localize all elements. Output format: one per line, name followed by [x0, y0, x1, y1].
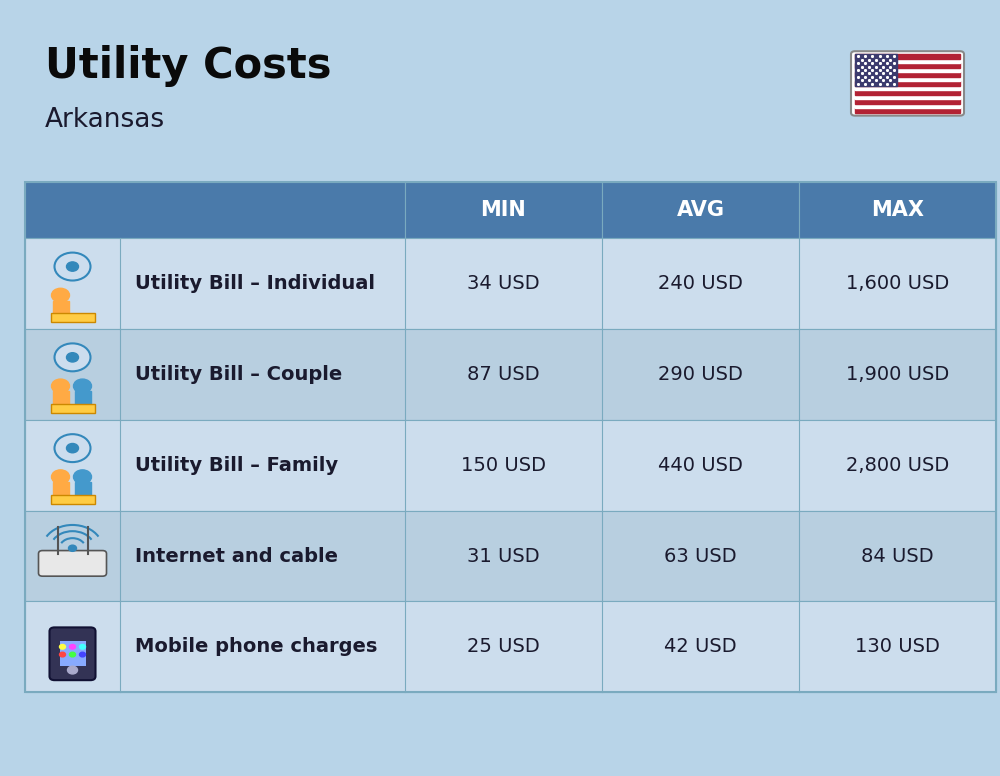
Text: 34 USD: 34 USD [467, 274, 540, 293]
Bar [53, 300, 68, 315]
Bar [855, 77, 960, 81]
Bar [855, 81, 960, 85]
Circle shape [52, 469, 70, 484]
Bar [855, 90, 960, 95]
FancyBboxPatch shape [50, 627, 96, 680]
Bar [25, 420, 996, 511]
Circle shape [74, 379, 92, 393]
Text: 1,900 USD: 1,900 USD [846, 365, 949, 384]
Circle shape [55, 343, 91, 372]
Text: 63 USD: 63 USD [664, 546, 737, 566]
Circle shape [52, 379, 70, 393]
Bar [855, 64, 960, 68]
Circle shape [67, 262, 79, 272]
Bar [53, 391, 68, 405]
Bar [855, 95, 960, 99]
Bar [602, 182, 799, 238]
Text: 1,600 USD: 1,600 USD [846, 274, 949, 293]
Text: MIN: MIN [481, 200, 526, 220]
Text: 130 USD: 130 USD [855, 637, 940, 656]
Text: 290 USD: 290 USD [658, 365, 743, 384]
Circle shape [68, 545, 77, 551]
Bar [25, 601, 996, 692]
Text: 25 USD: 25 USD [467, 637, 540, 656]
Text: 87 USD: 87 USD [467, 365, 540, 384]
Text: 84 USD: 84 USD [861, 546, 934, 566]
Bar [855, 99, 960, 103]
Bar [25, 329, 996, 420]
Bar [51, 404, 94, 413]
Circle shape [55, 434, 91, 462]
Text: Utility Costs: Utility Costs [45, 45, 332, 87]
Text: MAX: MAX [871, 200, 924, 220]
Text: AVG: AVG [676, 200, 724, 220]
FancyBboxPatch shape [851, 51, 964, 116]
Bar [855, 108, 960, 113]
Bar [855, 68, 960, 72]
Text: 42 USD: 42 USD [664, 637, 737, 656]
Circle shape [70, 652, 76, 656]
Text: 440 USD: 440 USD [658, 456, 743, 475]
Circle shape [80, 644, 86, 649]
Circle shape [70, 644, 76, 649]
Text: Mobile phone charges: Mobile phone charges [135, 637, 377, 656]
Text: 240 USD: 240 USD [658, 274, 743, 293]
Text: Utility Bill – Individual: Utility Bill – Individual [135, 274, 375, 293]
Text: Arkansas: Arkansas [45, 107, 165, 133]
Text: Internet and cable: Internet and cable [135, 546, 338, 566]
Circle shape [74, 469, 92, 484]
Bar [855, 59, 960, 64]
Bar [53, 482, 68, 497]
Text: 150 USD: 150 USD [461, 456, 546, 475]
Bar [799, 182, 996, 238]
Bar [855, 85, 960, 90]
Bar [60, 641, 86, 666]
Circle shape [68, 666, 78, 674]
Circle shape [80, 652, 86, 656]
Bar [75, 391, 91, 405]
Circle shape [60, 644, 66, 649]
Bar [51, 313, 94, 323]
Bar [855, 54, 897, 85]
Circle shape [55, 253, 91, 280]
Text: Utility Bill – Couple: Utility Bill – Couple [135, 365, 342, 384]
Bar [25, 238, 996, 329]
Text: Utility Bill – Family: Utility Bill – Family [135, 456, 338, 475]
Bar [25, 182, 405, 238]
Bar [75, 482, 91, 497]
Circle shape [60, 652, 66, 656]
Bar [51, 495, 94, 504]
FancyBboxPatch shape [39, 551, 107, 576]
Bar [855, 103, 960, 108]
Text: 31 USD: 31 USD [467, 546, 540, 566]
Bar [25, 511, 996, 601]
Bar [25, 182, 996, 692]
Bar [855, 72, 960, 77]
Circle shape [52, 289, 70, 302]
Circle shape [67, 352, 79, 362]
Circle shape [67, 444, 79, 453]
Text: 2,800 USD: 2,800 USD [846, 456, 949, 475]
Bar [405, 182, 602, 238]
Bar [855, 54, 960, 59]
